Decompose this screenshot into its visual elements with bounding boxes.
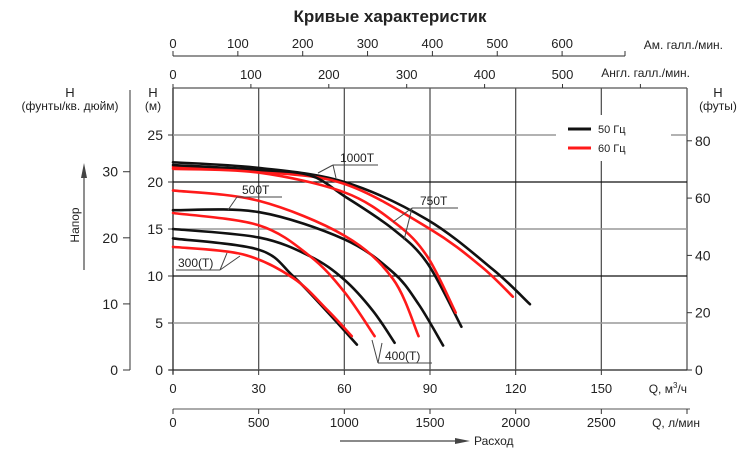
curve-1000t-50hz [171,160,532,306]
psi-tick-label: 20 [102,230,118,246]
curve-label-leader [219,252,228,271]
y-tick-label: 25 [147,127,163,143]
y-tick-label: 10 [147,268,163,284]
lpm-tick-label: 2500 [587,415,616,430]
head-label: Напор [68,207,82,243]
ft-tick-label: 40 [695,247,711,263]
ft-axis-label-top: H [713,85,722,100]
curve-label-leader [377,342,383,364]
curve-750t-50hz [171,163,463,329]
y-tick-label: 5 [155,315,163,331]
imp-gpm-tick-label: 0 [169,67,176,82]
imp-gpm-tick-label: 200 [318,67,340,82]
y-tick-label: 20 [147,174,163,190]
legend: 50 Гц 60 Гц [556,115,671,161]
ft-tick-label: 60 [695,190,711,206]
curve-300t-50hz [171,237,359,346]
x-tick-label: 90 [423,381,437,396]
chart-title: Кривые характеристик [294,7,487,26]
head-arrow-head [81,163,87,178]
curve-400t-60hz [171,211,376,338]
ft-axis-label-unit: (футы) [699,99,737,113]
us-gpm-axis-label: Ам. галл./мин. [644,38,723,52]
psi-tick-label: 0 [110,362,118,378]
curve-label-leader [227,196,238,211]
psi-tick-label: 10 [102,296,118,312]
curve-400t-50hz [171,227,396,345]
curve-500t-60hz [171,189,420,338]
y-tick-label: 15 [147,221,163,237]
curve-label-leader [219,255,241,271]
us-gpm-tick-label: 0 [169,36,176,51]
imp-gpm-tick-label: 300 [396,67,418,82]
curve-label-leader [332,164,337,179]
lpm-tick-label: 2000 [501,415,530,430]
y-axis-label-unit: (м) [145,99,161,113]
legend-label: 50 Гц [598,124,626,136]
lpm-tick-label: 1500 [416,415,445,430]
curve-label: 750T [420,194,448,208]
flow-label: Расход [474,434,514,448]
flow-arrow-head [455,438,470,444]
y-axis-label-top: H [148,85,157,100]
imp-gpm-tick-label: 400 [474,67,496,82]
curve-label: 400(T) [385,349,420,363]
psi-axis-label-top: H [65,85,74,100]
x-axis-label: Q, м3/ч [649,381,687,396]
legend-background [556,115,671,161]
curve-label-leader [403,207,413,241]
lpm-tick-label: 500 [248,415,270,430]
curve-label: 500T [242,183,270,197]
us-gpm-tick-label: 300 [357,36,379,51]
us-gpm-tick-label: 500 [486,36,508,51]
x-tick-label: 120 [505,381,527,396]
us-gpm-tick-label: 100 [227,36,249,51]
us-gpm-tick-label: 400 [422,36,444,51]
curve-300t-60hz [171,245,354,338]
us-gpm-tick-label: 200 [292,36,314,51]
lpm-tick-label: 0 [169,415,176,430]
lpm-tick-label: 1000 [330,415,359,430]
us-gpm-tick-label: 600 [551,36,573,51]
lpm-axis-label: Q, л/мин [652,416,700,430]
curve-label-leader [371,339,379,364]
x-tick-label: 0 [169,381,176,396]
x-tick-label: 60 [337,381,351,396]
psi-tick-label: 30 [102,164,118,180]
x-tick-label: 150 [590,381,612,396]
imp-gpm-axis-label: Англ. галл./мин. [601,66,690,80]
ft-tick-label: 80 [695,133,711,149]
x-tick-label: 30 [251,381,265,396]
legend-label: 60 Гц [598,143,626,155]
imp-gpm-tick-label: 500 [552,67,574,82]
curve-label-leader [317,164,334,174]
curve-750t-60hz [171,167,457,314]
ft-tick-label: 0 [695,362,703,378]
y-tick-label: 0 [155,362,163,378]
curve-label: 300(T) [178,256,213,270]
ft-tick-label: 20 [695,305,711,321]
psi-axis-label-unit: (фунты/кв. дюйм) [21,99,118,113]
imp-gpm-tick-label: 100 [240,67,262,82]
curve-label: 1000T [340,151,375,165]
curve-label-leader [392,207,413,223]
